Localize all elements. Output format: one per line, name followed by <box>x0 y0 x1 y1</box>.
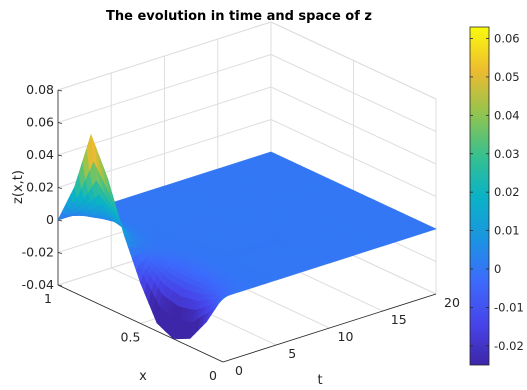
chart-title: The evolution in time and space of z <box>106 9 372 24</box>
z-tick-label: -0.02 <box>22 245 54 260</box>
z-tick-mark <box>57 252 63 254</box>
z-tick-mark <box>57 219 63 222</box>
z-tick-label: 0 <box>46 212 54 227</box>
x-axis-line <box>57 284 224 363</box>
t-tick-label: 20 <box>444 295 460 310</box>
colorbar-tick-label: 0.04 <box>494 108 520 122</box>
colorbar-tick-label: 0.05 <box>494 70 520 84</box>
surface-plot <box>57 134 437 340</box>
colorbar-tick-label: -0.02 <box>494 339 524 353</box>
colorbar-tick-label: 0.06 <box>494 32 520 46</box>
colorbar-tick-labels: -0.02 -0.01 0 0.01 0.02 0.03 0.04 0.05 0.06 <box>470 32 524 353</box>
t-axis-line <box>222 293 437 363</box>
z-tick-label: 0.06 <box>26 115 54 130</box>
colorbar-tick-label: 0 <box>494 262 501 276</box>
colorbar <box>469 26 490 366</box>
t-tick-label: 15 <box>391 312 407 327</box>
t-tick-label: 10 <box>338 329 354 344</box>
z-tick-label: -0.04 <box>22 277 54 292</box>
z-axis-label: z(x,t) <box>11 170 26 204</box>
x-tick-label: 0 <box>209 368 217 383</box>
t-tick-labels: 0 5 10 15 20 <box>235 295 460 378</box>
x-axis-label: x <box>139 369 147 384</box>
z-tick-mark <box>57 187 63 189</box>
colorbar-tick-label: 0.02 <box>494 185 520 199</box>
colorbar-tick-label: -0.01 <box>494 300 524 314</box>
z-tick-labels: -0.04 -0.02 0 0.02 0.04 0.06 0.08 <box>22 82 63 292</box>
colorbar-tick-label: 0.01 <box>494 224 520 238</box>
colorbar-tick-label: 0.03 <box>494 147 520 161</box>
x-tick-label: 1 <box>44 291 52 306</box>
z-tick-label: 0.08 <box>26 82 54 97</box>
t-axis-label: t <box>317 373 322 388</box>
z-tick-mark <box>57 122 63 124</box>
x-tick-labels: 00.51 <box>44 291 217 383</box>
z-tick-mark <box>57 284 63 287</box>
z-tick-mark <box>57 154 63 157</box>
t-tick-label: 5 <box>288 346 296 361</box>
t-tick-label: 0 <box>235 363 243 378</box>
z-tick-mark <box>57 89 63 92</box>
surface-patch <box>218 295 226 304</box>
z-tick-label: 0.04 <box>26 147 54 162</box>
x-tick-label: 0.5 <box>121 330 141 345</box>
z-tick-label: 0.02 <box>26 180 54 195</box>
